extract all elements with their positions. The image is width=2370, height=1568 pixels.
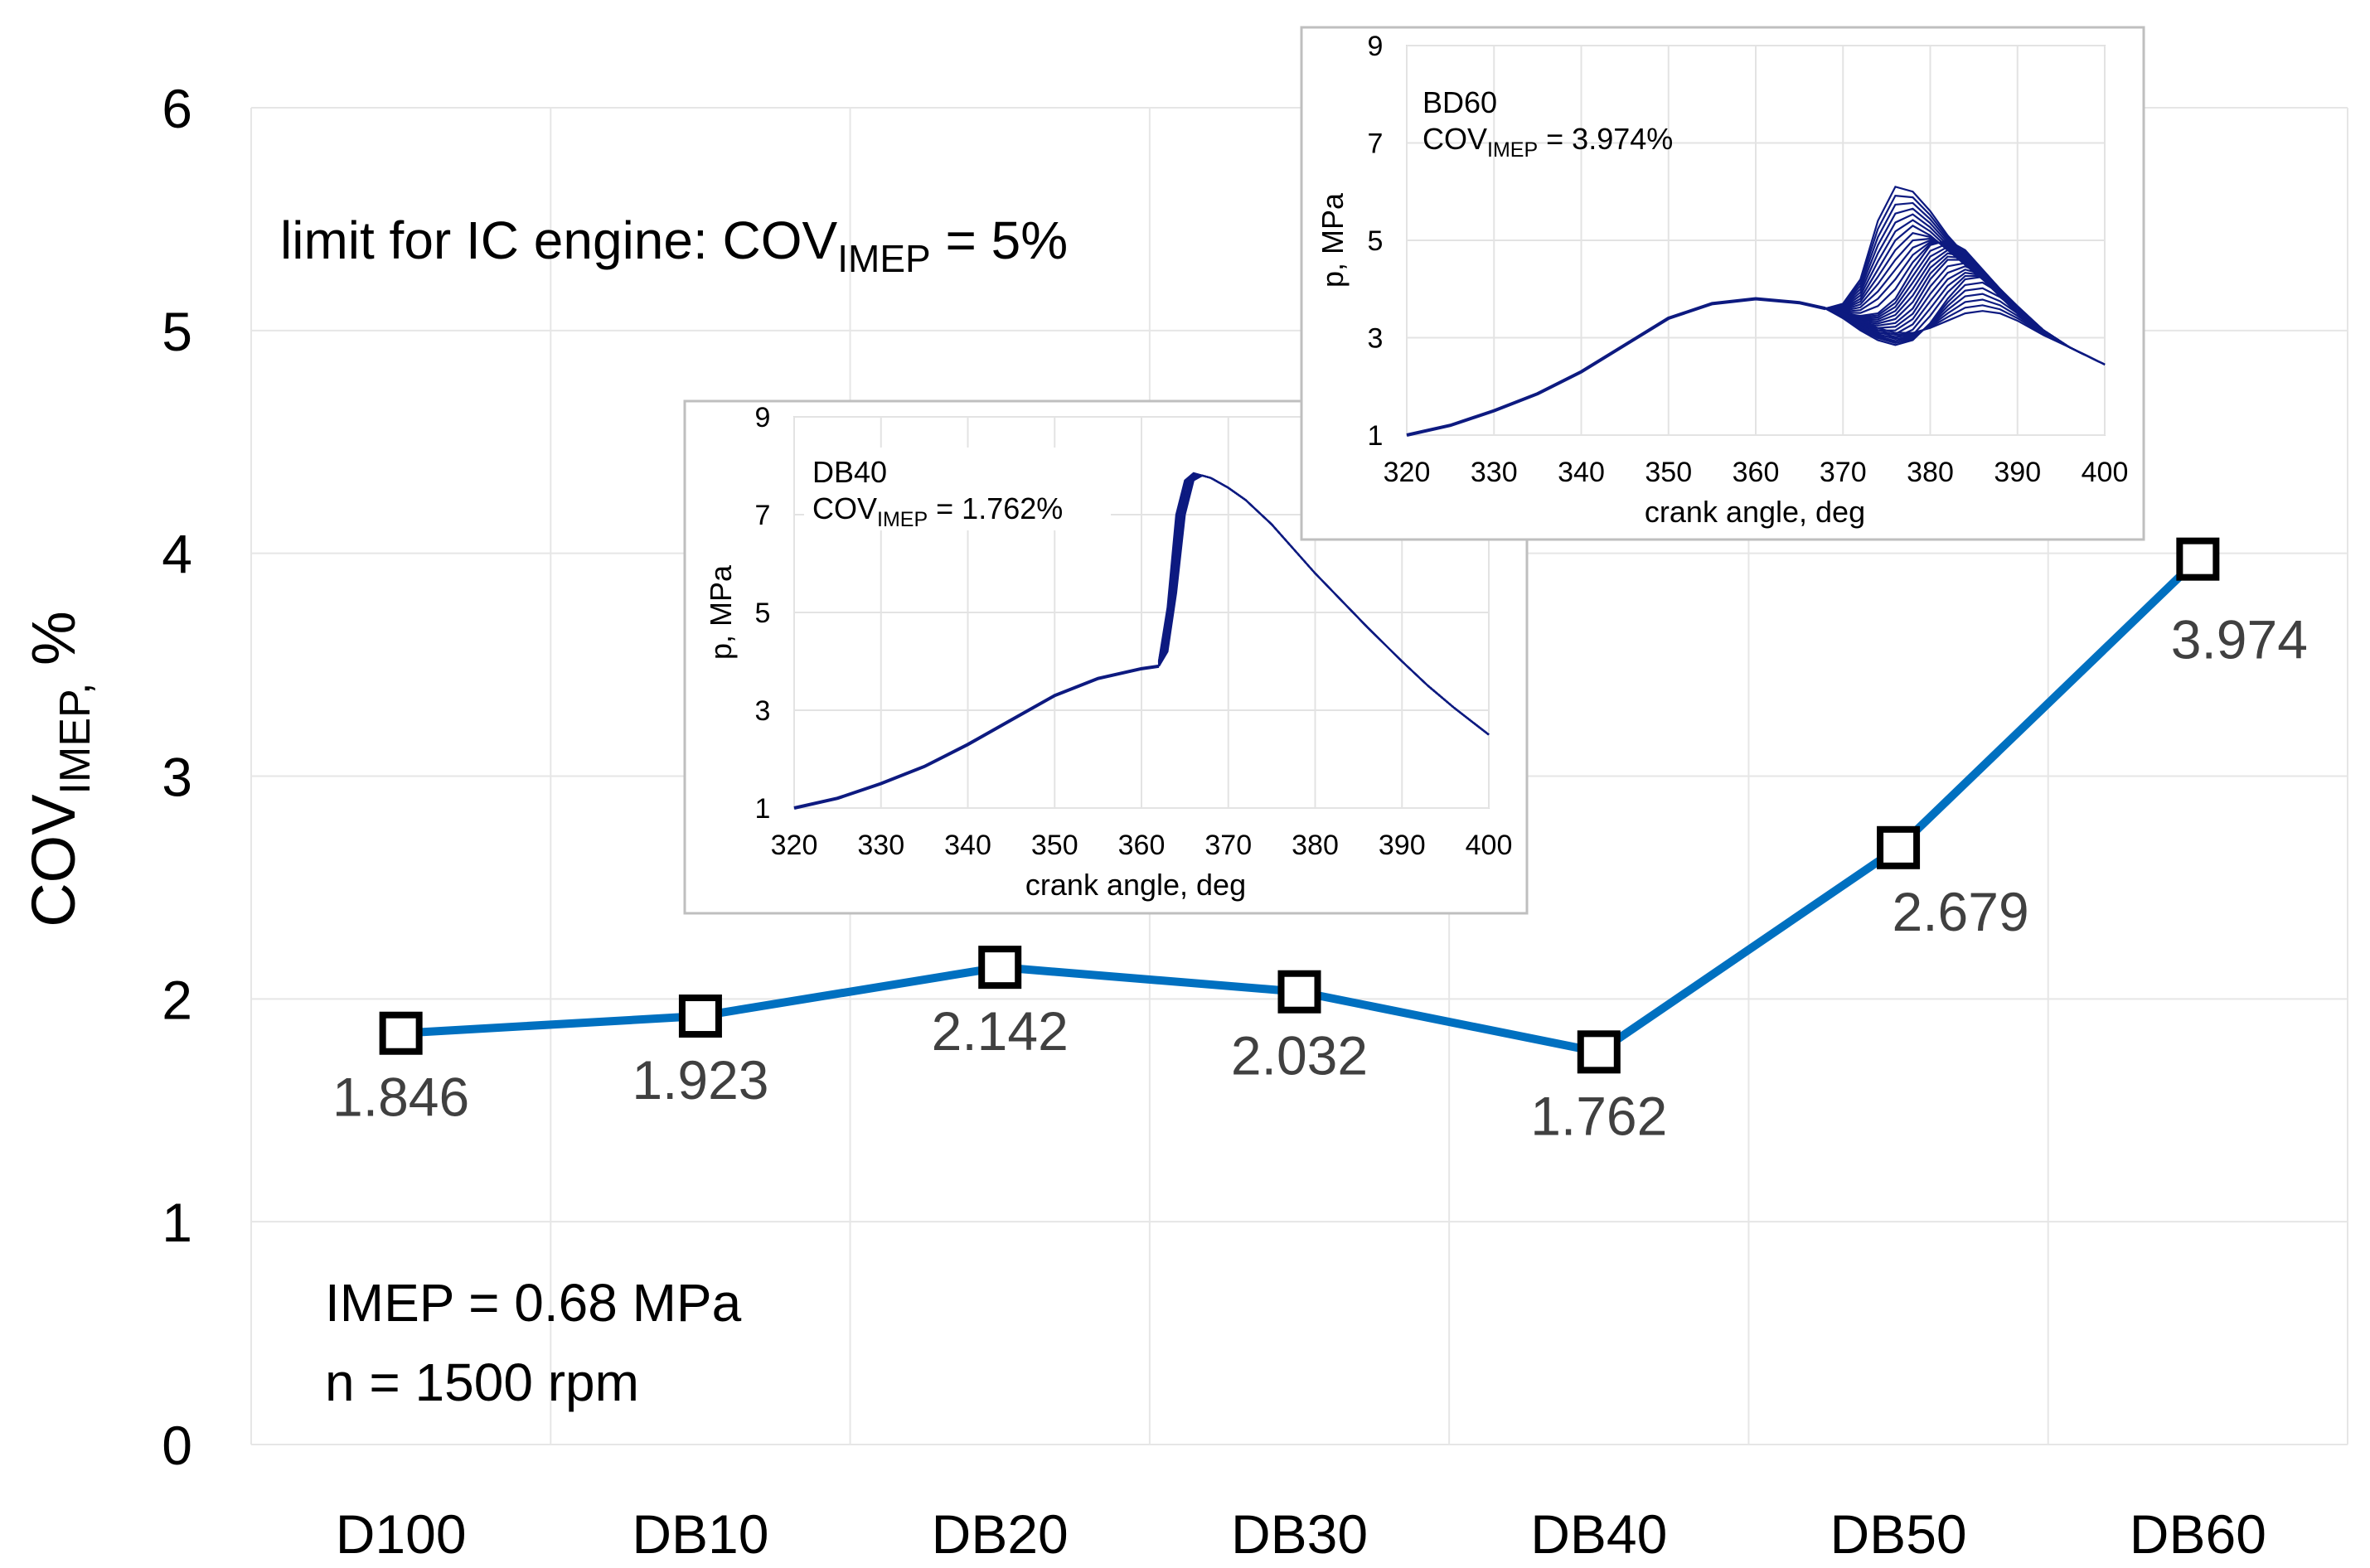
y-axis-title: COVIMEP, % bbox=[19, 611, 99, 927]
main-x-tick-label: DB50 bbox=[1830, 1503, 1967, 1565]
inset1-y-tick-label: 1 bbox=[755, 793, 771, 825]
main-data-label: 1.846 bbox=[332, 1067, 469, 1128]
inset1-x-tick-label: 350 bbox=[1031, 830, 1078, 861]
main-x-tick-label: DB60 bbox=[2130, 1503, 2266, 1565]
inset1-cycle-curve bbox=[1157, 472, 1490, 736]
inset1-x-tick-label: 340 bbox=[944, 830, 991, 861]
main-data-marker bbox=[1277, 970, 1321, 1014]
inset2-x-tick-label: 370 bbox=[1820, 457, 1867, 488]
inset1-y-tick-label: 3 bbox=[755, 695, 771, 727]
main-data-marker bbox=[2176, 537, 2220, 581]
inset1-x-tick-label: 360 bbox=[1118, 830, 1166, 861]
main-y-tick-label: 2 bbox=[162, 969, 192, 1030]
inset-db40-x-tick-labels: 320 330 340 350 360 370 380 390 400 bbox=[771, 830, 1513, 861]
inset-bd60-x-axis-title: crank angle, deg bbox=[1645, 495, 1865, 529]
inset-bd60-y-tick-labels: 1 3 5 7 9 bbox=[1368, 31, 1384, 452]
inset2-y-tick-label: 9 bbox=[1368, 31, 1384, 62]
main-data-marker bbox=[978, 946, 1022, 990]
main-data-marker bbox=[1877, 825, 1921, 869]
inset2-x-tick-label: 340 bbox=[1558, 457, 1605, 488]
inset2-y-tick-label: 5 bbox=[1368, 225, 1384, 257]
annotation-imep: IMEP = 0.68 MPa bbox=[325, 1273, 742, 1333]
inset-db40: 1 3 5 7 9 320 330 340 350 360 370 380 390 400 DB40 C… bbox=[683, 399, 1529, 915]
inset-bd60-x-tick-labels: 320 330 340 350 360 370 380 390 400 bbox=[1384, 457, 2129, 488]
inset2-x-tick-label: 350 bbox=[1645, 457, 1692, 488]
inset1-x-tick-label: 370 bbox=[1204, 830, 1252, 861]
inset1-y-tick-label: 5 bbox=[755, 598, 771, 629]
main-x-tick-label: DB20 bbox=[932, 1503, 1069, 1565]
inset2-cycle-curve bbox=[1825, 293, 2106, 365]
main-data-marker bbox=[1577, 1030, 1621, 1074]
inset2-x-tick-label: 390 bbox=[1994, 457, 2041, 488]
inset-db40-legend-bg bbox=[804, 448, 1111, 530]
inset-bd60-curves bbox=[1406, 186, 2106, 437]
inset-db40-title: DB40 bbox=[812, 455, 887, 489]
annotation-rpm: n = 1500 rpm bbox=[325, 1353, 639, 1412]
main-y-tick-label: 1 bbox=[162, 1192, 192, 1253]
main-data-label: 1.923 bbox=[632, 1049, 768, 1111]
inset1-x-tick-label: 400 bbox=[1466, 830, 1513, 861]
main-data-marker bbox=[678, 995, 722, 1038]
inset2-x-tick-label: 320 bbox=[1384, 457, 1431, 488]
main-data-label: 2.679 bbox=[1892, 881, 2028, 942]
main-data-label: 3.974 bbox=[2171, 609, 2308, 670]
inset1-y-tick-label: 7 bbox=[755, 500, 771, 531]
inset-bd60-cov: COVIMEP = 3.974% bbox=[1422, 122, 1673, 162]
main-y-tick-label: 4 bbox=[162, 524, 192, 585]
main-x-tick-label: DB30 bbox=[1231, 1503, 1368, 1565]
inset2-x-tick-label: 330 bbox=[1471, 457, 1518, 488]
inset-bd60-y-axis-title: p, MPa bbox=[1316, 192, 1350, 288]
annotation-limit: limit for IC engine: COVIMEP = 5% bbox=[280, 211, 1068, 280]
main-x-tick-label: DB10 bbox=[632, 1503, 768, 1565]
inset1-x-tick-label: 330 bbox=[857, 830, 904, 861]
main-y-tick-label: 5 bbox=[162, 301, 192, 362]
main-data-label: 2.032 bbox=[1231, 1025, 1368, 1086]
inset-bd60-frame bbox=[1300, 26, 2145, 541]
inset1-x-tick-label: 380 bbox=[1292, 830, 1339, 861]
inset-bd60: 1 3 5 7 9 320 330 340 350 360 370 380 390 400 BD60 C… bbox=[1300, 26, 2145, 541]
main-y-tick-label: 6 bbox=[162, 78, 192, 139]
inset2-y-tick-label: 1 bbox=[1368, 420, 1384, 452]
main-x-tick-label: D100 bbox=[336, 1503, 467, 1565]
inset2-cycle-curve bbox=[1825, 287, 2106, 365]
inset2-cycle-curve bbox=[1825, 307, 2106, 365]
inset-db40-x-axis-title: crank angle, deg bbox=[1025, 868, 1246, 902]
inset1-x-tick-label: 390 bbox=[1379, 830, 1426, 861]
main-data-label: 2.142 bbox=[932, 1000, 1069, 1062]
inset-db40-y-axis-title: p, MPa bbox=[704, 564, 738, 660]
inset-bd60-title: BD60 bbox=[1422, 85, 1497, 119]
main-x-tick-labels: D100 DB10 DB20 DB30 DB40 DB50 DB60 bbox=[336, 1503, 2266, 1565]
main-x-tick-label: DB40 bbox=[1530, 1503, 1667, 1565]
inset2-cycle-curve bbox=[1825, 275, 2106, 365]
main-data-label: 1.762 bbox=[1530, 1085, 1667, 1146]
inset1-x-tick-label: 320 bbox=[771, 830, 818, 861]
inset2-cycle-curve bbox=[1825, 298, 2106, 365]
inset2-compression-curve bbox=[1406, 297, 1826, 437]
main-data-marker bbox=[379, 1011, 423, 1055]
inset2-cycle-curve bbox=[1825, 304, 2106, 365]
inset1-y-tick-label: 9 bbox=[755, 402, 771, 433]
inset2-x-tick-label: 360 bbox=[1733, 457, 1780, 488]
inset2-cycle-curve bbox=[1825, 281, 2106, 365]
main-y-tick-label: 3 bbox=[162, 747, 192, 808]
inset-db40-y-tick-labels: 1 3 5 7 9 bbox=[755, 402, 771, 825]
inset1-compression-curve bbox=[793, 664, 1160, 810]
inset2-y-tick-label: 7 bbox=[1368, 128, 1384, 160]
inset-db40-curves bbox=[793, 472, 1490, 810]
main-y-tick-labels: 0 1 2 3 4 5 6 bbox=[162, 78, 192, 1476]
inset2-y-tick-label: 3 bbox=[1368, 323, 1384, 355]
inset-db40-cov: COVIMEP = 1.762% bbox=[812, 491, 1063, 531]
main-y-tick-label: 0 bbox=[162, 1415, 192, 1476]
inset2-x-tick-label: 400 bbox=[2082, 457, 2129, 488]
inset2-x-tick-label: 380 bbox=[1907, 457, 1954, 488]
main-series bbox=[379, 537, 2220, 1074]
main-data-labels: 1.846 1.923 2.142 2.032 1.762 2.679 3.974 bbox=[332, 609, 2308, 1147]
